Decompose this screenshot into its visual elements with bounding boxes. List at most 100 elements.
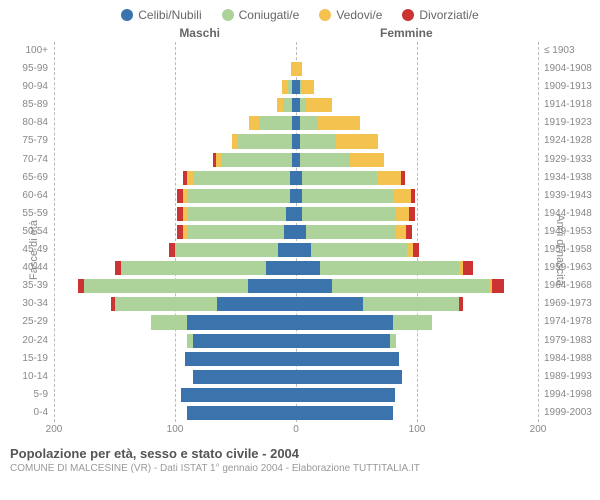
x-tick: 200 xyxy=(530,424,547,435)
bars-male xyxy=(54,352,296,366)
bar-segment xyxy=(248,279,296,293)
legend-dot-icon xyxy=(319,9,331,21)
bar-segment xyxy=(320,261,459,275)
bar-segment xyxy=(187,315,296,329)
bars-female xyxy=(296,352,538,366)
bar-segment xyxy=(336,134,378,148)
year-label: 1929-1933 xyxy=(544,151,592,169)
bar-segment xyxy=(296,370,402,384)
legend-label: Vedovi/e xyxy=(336,8,382,22)
bars-female xyxy=(296,243,538,257)
year-label: 1974-1978 xyxy=(544,313,592,331)
bar-segment xyxy=(492,279,504,293)
bars-male xyxy=(54,279,296,293)
bar-segment xyxy=(377,171,401,185)
bars-female xyxy=(296,388,538,402)
year-label: 1999-2003 xyxy=(544,404,592,422)
pyramid-row: 40-441959-1963 xyxy=(54,259,538,277)
bar-segment xyxy=(332,279,489,293)
bar-segment xyxy=(306,225,397,239)
bar-segment xyxy=(459,297,463,311)
bar-segment xyxy=(249,116,259,130)
bars-female xyxy=(296,297,538,311)
bars-female xyxy=(296,315,538,329)
bars-male xyxy=(54,225,296,239)
bars-female xyxy=(296,153,538,167)
pyramid-row: 75-791924-1928 xyxy=(54,132,538,150)
pyramid-row: 10-141989-1993 xyxy=(54,368,538,386)
bar-segment xyxy=(187,225,284,239)
pyramid-row: 35-391964-1968 xyxy=(54,277,538,295)
bars-female xyxy=(296,62,538,76)
bars-male xyxy=(54,388,296,402)
bar-segment xyxy=(302,80,314,94)
year-label: 1904-1908 xyxy=(544,60,592,78)
bars-female xyxy=(296,98,538,112)
pyramid-row: 20-241979-1983 xyxy=(54,332,538,350)
bar-segment xyxy=(300,134,336,148)
year-label: 1924-1928 xyxy=(544,132,592,150)
bar-segment xyxy=(393,189,411,203)
legend-item: Divorziati/e xyxy=(402,8,478,22)
bars-male xyxy=(54,261,296,275)
year-label: 1934-1938 xyxy=(544,169,592,187)
bars-female xyxy=(296,225,538,239)
bar-segment xyxy=(401,171,405,185)
pyramid-row: 60-641939-1943 xyxy=(54,187,538,205)
x-tick: 0 xyxy=(293,424,299,435)
bars-male xyxy=(54,315,296,329)
bar-segment xyxy=(296,62,302,76)
bar-segment xyxy=(187,207,286,221)
bars-male xyxy=(54,297,296,311)
bar-segment xyxy=(390,334,396,348)
bar-segment xyxy=(286,207,296,221)
bars-female xyxy=(296,279,538,293)
year-label: 1909-1913 xyxy=(544,78,592,96)
bars-female xyxy=(296,334,538,348)
pyramid-row: 85-891914-1918 xyxy=(54,96,538,114)
header-female: Femmine xyxy=(300,26,600,40)
year-label: 1994-1998 xyxy=(544,386,592,404)
year-label: 1944-1948 xyxy=(544,205,592,223)
pyramid-row: 80-841919-1923 xyxy=(54,114,538,132)
header-male: Maschi xyxy=(0,26,300,40)
age-label: 85-89 xyxy=(22,96,48,114)
bar-segment xyxy=(296,297,363,311)
bars-male xyxy=(54,171,296,185)
bar-segment xyxy=(393,315,432,329)
bars-female xyxy=(296,261,538,275)
gridline xyxy=(538,42,539,422)
bars-male xyxy=(54,98,296,112)
legend: Celibi/NubiliConiugati/eVedovi/eDivorzia… xyxy=(0,0,600,26)
pyramid-row: 5-91994-1998 xyxy=(54,386,538,404)
bars-male xyxy=(54,406,296,420)
bar-segment xyxy=(121,261,266,275)
bar-segment xyxy=(193,370,296,384)
age-label: 60-64 xyxy=(22,187,48,205)
pyramid-row: 55-591944-1948 xyxy=(54,205,538,223)
x-tick: 100 xyxy=(167,424,184,435)
bar-segment xyxy=(306,98,333,112)
bar-segment xyxy=(296,388,395,402)
age-label: 75-79 xyxy=(22,132,48,150)
bar-segment xyxy=(296,352,399,366)
age-label: 70-74 xyxy=(22,151,48,169)
age-label: 100+ xyxy=(25,42,48,60)
legend-label: Coniugati/e xyxy=(239,8,300,22)
bar-segment xyxy=(283,98,293,112)
legend-dot-icon xyxy=(402,9,414,21)
bar-segment xyxy=(318,116,360,130)
bar-segment xyxy=(193,334,296,348)
bars-male xyxy=(54,189,296,203)
pyramid-row: 95-991904-1908 xyxy=(54,60,538,78)
bar-segment xyxy=(302,207,396,221)
age-label: 90-94 xyxy=(22,78,48,96)
chart-rows: 100+≤ 190395-991904-190890-941909-191385… xyxy=(54,42,538,422)
year-label: ≤ 1903 xyxy=(544,42,575,60)
age-label: 10-14 xyxy=(22,368,48,386)
bar-segment xyxy=(193,171,290,185)
pyramid-row: 0-41999-2003 xyxy=(54,404,538,422)
footer: Popolazione per età, sesso e stato civil… xyxy=(0,440,600,474)
bar-segment xyxy=(115,297,218,311)
bars-male xyxy=(54,80,296,94)
